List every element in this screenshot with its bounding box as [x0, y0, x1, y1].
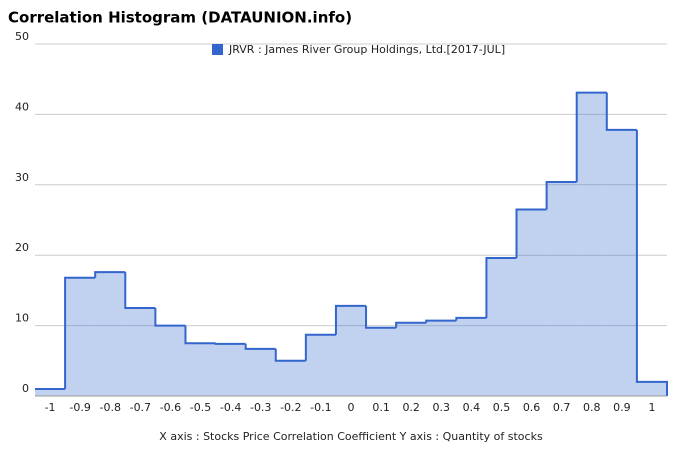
x-tick-label: 1 [648, 401, 655, 414]
x-tick-label: 0.2 [402, 401, 420, 414]
area-step [35, 388, 66, 396]
x-tick-label: 0 [348, 401, 355, 414]
x-tick-label: -0.1 [310, 401, 331, 414]
y-tick-label: 30 [15, 171, 29, 184]
step-line [124, 272, 156, 309]
step-line [274, 348, 306, 362]
x-tick-label: 0.7 [553, 401, 571, 414]
area-step [426, 320, 457, 396]
area-step [275, 360, 306, 396]
area-step [546, 181, 577, 396]
step-line [214, 342, 246, 345]
x-tick-label: 0.3 [433, 401, 451, 414]
y-tick-label: 0 [22, 382, 29, 395]
step-line [94, 271, 126, 278]
area-step [636, 381, 667, 396]
y-tick-label: 10 [15, 312, 29, 325]
x-tick-label: -0.8 [100, 401, 121, 414]
step-line [485, 257, 517, 318]
x-tick-label: -0.9 [69, 401, 90, 414]
area-step [366, 327, 397, 396]
area-step [65, 277, 96, 396]
step-line [64, 276, 96, 389]
area-step [486, 258, 517, 396]
legend-swatch [212, 44, 223, 55]
step-line [365, 305, 397, 329]
step-line [334, 304, 367, 335]
step-line [545, 180, 577, 210]
area-step [95, 272, 126, 396]
x-tick-label: -0.4 [220, 401, 241, 414]
step-line [515, 208, 547, 259]
step-line [304, 333, 336, 361]
step-line [395, 321, 427, 328]
x-tick-label: -1 [45, 401, 56, 414]
x-tick-label: -0.2 [280, 401, 301, 414]
area-step [456, 317, 487, 396]
area-step [335, 305, 367, 396]
step-line [425, 319, 457, 323]
y-tick-label: 20 [15, 241, 29, 254]
step-line [184, 325, 216, 345]
area-step [576, 92, 607, 397]
area-step [606, 129, 637, 396]
area-step [185, 343, 216, 396]
x-tick-label: -0.3 [250, 401, 271, 414]
step-line [154, 308, 186, 327]
area-step [245, 348, 276, 396]
step-line [244, 343, 276, 350]
legend-label: JRVR : James River Group Holdings, Ltd.[… [228, 43, 505, 56]
axis-label: X axis : Stocks Price Correlation Coeffi… [159, 430, 543, 443]
x-tick-label: -0.7 [130, 401, 151, 414]
y-tick-label: 50 [15, 30, 29, 43]
x-tick-label: 0.8 [583, 401, 601, 414]
area-step [396, 322, 427, 396]
area-step [125, 308, 156, 396]
x-tick-label: 0.5 [493, 401, 511, 414]
step-line [605, 92, 637, 131]
x-tick-label: -0.5 [190, 401, 211, 414]
area-step [215, 343, 246, 396]
step-line [635, 129, 668, 396]
area-step [516, 209, 547, 396]
x-tick-label: -0.6 [160, 401, 181, 414]
chart-title: Correlation Histogram (DATAUNION.info) [8, 9, 352, 27]
y-tick-label: 40 [15, 100, 29, 113]
step-line [575, 91, 607, 182]
x-tick-label: 0.1 [372, 401, 390, 414]
x-tick-label: 0.6 [523, 401, 541, 414]
area-step [155, 325, 186, 396]
step-line [455, 316, 487, 321]
x-tick-label: 0.4 [463, 401, 481, 414]
x-tick-label: 0.9 [613, 401, 631, 414]
area-step [305, 334, 336, 396]
